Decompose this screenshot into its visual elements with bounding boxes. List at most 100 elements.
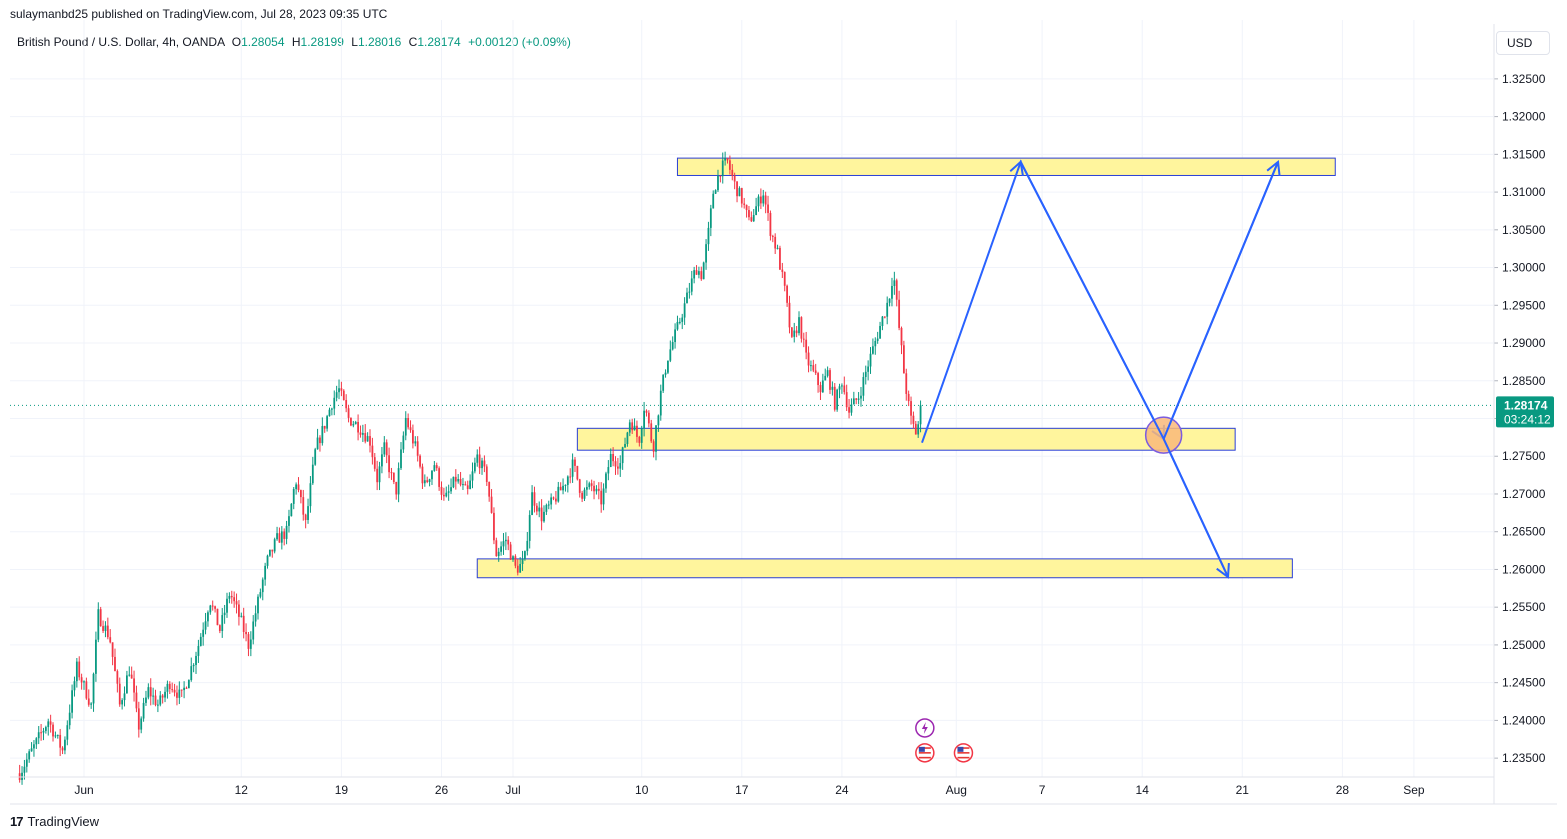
candle-body (514, 556, 517, 566)
candle-body (855, 398, 858, 400)
candle-body (252, 621, 255, 640)
candle-body (683, 303, 686, 318)
candle-body (259, 592, 262, 597)
candle-body (864, 371, 867, 378)
candle-body (583, 489, 586, 499)
candle-body (919, 405, 922, 425)
y-tick-label: 1.27000 (1502, 487, 1546, 501)
lightning-bolt (921, 721, 928, 734)
candle-body (743, 203, 746, 205)
y-tick-label: 1.31000 (1502, 185, 1546, 199)
candle-body (891, 285, 893, 299)
candle-body (92, 673, 95, 704)
candle-body (130, 674, 133, 679)
candle-body (249, 639, 252, 649)
candle-body (819, 385, 822, 393)
candle-body (402, 435, 405, 450)
candle-body (228, 595, 231, 599)
candle-body (900, 327, 903, 346)
candle-body (221, 615, 224, 631)
candle-body (521, 559, 524, 564)
candle-body (321, 426, 324, 444)
candle-body (724, 158, 727, 161)
y-tick-label: 1.30000 (1502, 261, 1546, 275)
candle-body (526, 540, 529, 552)
y-tick-label: 1.29000 (1502, 336, 1546, 350)
low-label: L (351, 35, 358, 49)
candle-body (473, 462, 476, 472)
y-tick-label: 1.24500 (1502, 676, 1546, 690)
footer-brand[interactable]: 17 TradingView (10, 814, 99, 829)
y-tick-label: 1.32500 (1502, 72, 1546, 86)
candle-body (273, 539, 276, 552)
candle-body (581, 492, 584, 499)
candle-body (433, 465, 436, 471)
candle-body (700, 271, 703, 280)
candle-body (590, 483, 593, 486)
candle-body (626, 432, 629, 445)
candle-body (469, 480, 472, 489)
symbol-title[interactable]: British Pound / U.S. Dollar, 4h, OANDA (17, 35, 225, 49)
candle-body (54, 735, 57, 737)
x-tick-label: 7 (1039, 783, 1046, 797)
candle-body (209, 605, 212, 613)
y-tick-label: 1.26000 (1502, 562, 1546, 576)
candle-body (857, 398, 860, 400)
candle-body (555, 498, 557, 502)
candle-body (257, 596, 259, 614)
candle-body (678, 321, 681, 323)
candle-body (340, 388, 343, 391)
candle-body (628, 422, 631, 433)
y-tick-label: 1.27500 (1502, 449, 1546, 463)
candle-body (454, 476, 457, 482)
candle-body (242, 615, 245, 632)
candle-body (240, 615, 243, 617)
candle-body (371, 445, 374, 458)
candle-body (462, 484, 464, 486)
candle-body (907, 393, 910, 402)
zone-rectangle (476, 558, 1293, 579)
candle-body (187, 680, 190, 689)
candle-body (459, 479, 462, 485)
candle-body (914, 423, 917, 435)
candle-body (779, 247, 781, 270)
candle-body (276, 533, 278, 540)
candle-body (37, 732, 40, 739)
candle-body (42, 730, 45, 733)
candle-body (631, 422, 634, 431)
candle-body (698, 271, 700, 275)
candle-body (524, 551, 526, 560)
candle-body (645, 410, 648, 413)
currency-button[interactable]: USD (1496, 31, 1550, 55)
candle-body (717, 175, 719, 191)
candle-body (867, 366, 870, 372)
candle-body (726, 158, 729, 161)
candle-body (576, 465, 579, 480)
candle-body (740, 188, 743, 204)
candle-body (299, 490, 302, 498)
candle-body (419, 455, 421, 467)
close-value: 1.28174 (417, 35, 461, 49)
candle-body (731, 169, 734, 176)
candle-body (533, 492, 536, 506)
candle-body (347, 408, 350, 418)
footer-brand-text: TradingView (27, 814, 100, 829)
x-tick-label: 26 (435, 783, 449, 797)
open-label: O (231, 35, 242, 49)
candle-body (531, 492, 533, 516)
candle-body (223, 612, 226, 616)
candle-body (879, 326, 881, 339)
candle-body (681, 317, 684, 322)
zone-rectangles (476, 157, 1336, 579)
candle-body (557, 486, 560, 502)
candle-body (490, 496, 493, 513)
candle-body (49, 721, 52, 725)
candle-body (624, 444, 626, 448)
candle-body (68, 712, 71, 726)
candle-body (709, 208, 712, 228)
candle-body (357, 421, 359, 433)
candle-body (910, 401, 912, 416)
candle-body (381, 454, 383, 467)
candle-body (519, 563, 522, 573)
